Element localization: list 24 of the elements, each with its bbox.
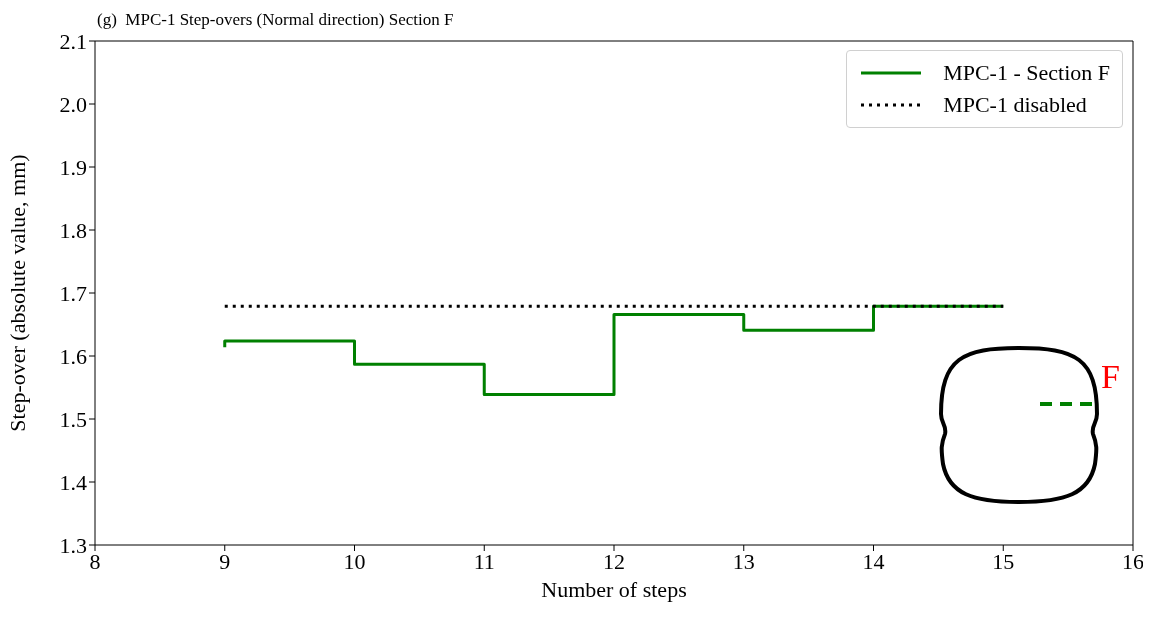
annotation: F (1101, 358, 1120, 395)
y-tick-label: 1.6 (59, 343, 87, 369)
y-axis-title: Step-over (absolute value, mm) (4, 154, 30, 432)
y-tick-label: 1.9 (59, 154, 87, 180)
y-tick-label: 2.1 (59, 28, 87, 54)
y-tick-label: 1.7 (59, 280, 87, 306)
x-tick-label: 11 (473, 548, 495, 574)
x-tick-label: 13 (732, 548, 755, 574)
x-axis-title: Number of steps (541, 577, 687, 602)
legend-label: MPC-1 - Section F (943, 60, 1110, 86)
y-tick-label: 1.3 (59, 532, 87, 558)
x-tick-label: 8 (89, 548, 101, 574)
y-tick-label: 2.0 (59, 91, 87, 117)
x-tick-label: 10 (343, 548, 366, 574)
x-tick-label: 14 (862, 548, 885, 574)
x-tick-label: 12 (603, 548, 625, 574)
chart-title: (g) MPC-1 Step-overs (Normal direction) Section F (97, 10, 454, 30)
y-tick-label: 1.4 (59, 469, 87, 495)
y-tick-label: 1.5 (59, 406, 87, 432)
legend-label: MPC-1 disabled (943, 92, 1087, 118)
x-tick-label: 16 (1122, 548, 1144, 574)
x-tick-label: 9 (219, 548, 231, 574)
x-tick-label: 15 (992, 548, 1015, 574)
y-tick-label: 1.8 (59, 217, 87, 243)
